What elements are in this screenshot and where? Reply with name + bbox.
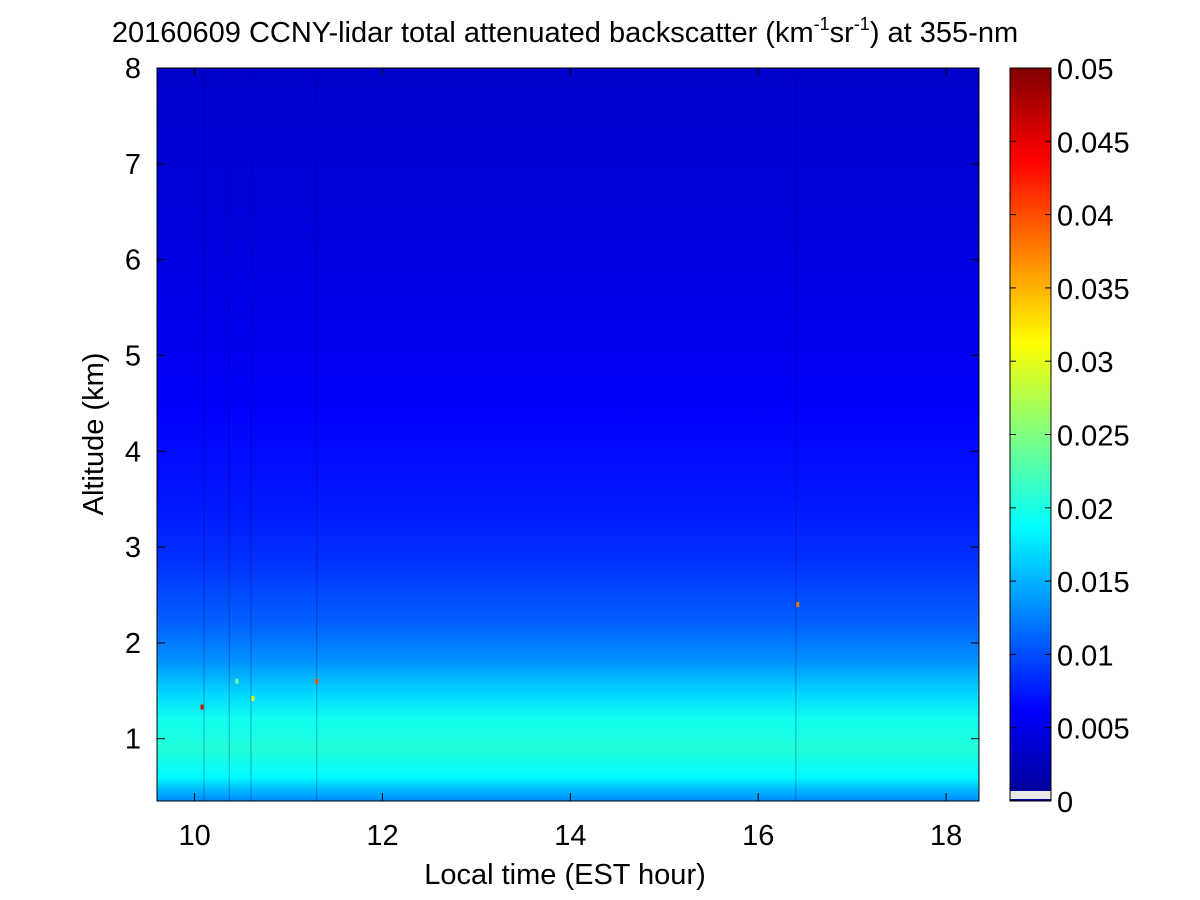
x-tick-label: 14 <box>554 820 586 852</box>
colorbar-tick-label: 0.005 <box>1057 714 1130 746</box>
y-tick-label: 2 <box>125 628 141 660</box>
hot-spot <box>200 704 204 710</box>
hot-spot <box>251 695 255 701</box>
colorbar-tick-label: 0.01 <box>1057 640 1113 672</box>
y-axis-ticks: 1 2 3 4 5 6 7 8 <box>125 53 979 756</box>
y-tick-label: 1 <box>125 724 141 756</box>
colorbar-tick-label: 0.02 <box>1057 494 1113 526</box>
backscatter-field <box>157 68 979 801</box>
x-axis-label: Local time (EST hour) <box>424 859 706 891</box>
plot-area <box>157 68 979 801</box>
colorbar-tick-label: 0.045 <box>1057 127 1130 159</box>
x-axis-ticks: 10 12 14 16 18 <box>178 68 962 852</box>
y-tick-label: 7 <box>125 149 141 181</box>
colorbar: 0 0.005 0.01 0.015 0.02 0.025 0.03 0.035 0.04 0.0… <box>1009 54 1130 819</box>
colorbar-underflow <box>1010 791 1051 799</box>
colorbar-tick-label: 0.025 <box>1057 421 1130 453</box>
colorbar-tick-label: 0.05 <box>1057 54 1113 86</box>
y-tick-label: 5 <box>125 340 141 372</box>
x-tick-label: 10 <box>178 820 210 852</box>
hot-spot <box>796 602 800 608</box>
hot-spots <box>200 602 800 710</box>
chart-title: 20160609 CCNY-lidar total attenuated bac… <box>112 14 1018 49</box>
y-tick-label: 6 <box>125 245 141 277</box>
x-tick-label: 16 <box>742 820 774 852</box>
y-tick-label: 3 <box>125 532 141 564</box>
colorbar-ticks: 0 0.005 0.01 0.015 0.02 0.025 0.03 0.035 0.04 0.0… <box>1010 54 1130 819</box>
hot-spot <box>235 678 239 684</box>
colorbar-gradient <box>1010 68 1051 801</box>
x-tick-label: 18 <box>930 820 962 852</box>
y-tick-label: 4 <box>125 436 141 468</box>
colorbar-tick-label: 0.015 <box>1057 567 1130 599</box>
hot-spot <box>315 678 319 684</box>
x-tick-label: 12 <box>366 820 398 852</box>
y-axis-label: Altitude (km) <box>78 353 110 516</box>
plot-frame <box>156 67 980 802</box>
colorbar-tick-label: 0.03 <box>1057 347 1113 379</box>
colorbar-tick-label: 0.035 <box>1057 274 1130 306</box>
colorbar-tick-label: 0.04 <box>1057 201 1113 233</box>
colorbar-tick-label: 0 <box>1057 787 1073 819</box>
y-tick-label: 8 <box>125 53 141 85</box>
